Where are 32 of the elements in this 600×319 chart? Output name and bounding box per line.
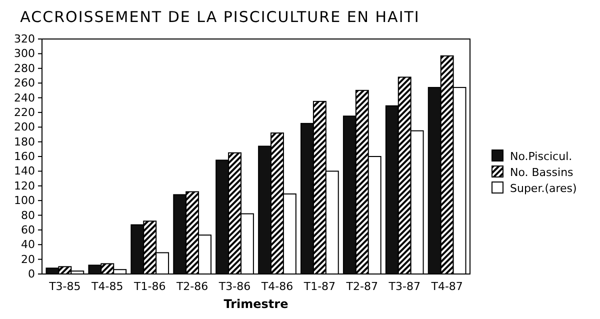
y-tick-label: 280 [14, 62, 35, 75]
x-tick-label: T2-87 [345, 280, 378, 293]
y-tick-label: 300 [14, 47, 35, 60]
y-tick-label: 100 [14, 194, 35, 208]
legend-label: No. Bassins [510, 166, 574, 179]
y-tick-label: 180 [14, 135, 35, 148]
y-tick-label: 160 [14, 150, 35, 164]
y-tick-label: 40 [21, 238, 35, 252]
x-tick-label: T2-86 [175, 280, 208, 293]
y-tick-label: 0 [28, 268, 35, 281]
x-tick-label: T4-87 [430, 280, 463, 293]
y-tick-label: 240 [14, 91, 35, 104]
y-tick-label: 220 [14, 106, 35, 119]
x-axis-title: Trimestre [224, 297, 288, 311]
y-tick-label: 120 [14, 179, 35, 192]
x-tick-label: T4-86 [260, 280, 294, 293]
legend-label: No.Piscicul. [510, 150, 572, 163]
x-tick-label: T1-86 [133, 280, 166, 293]
x-tick-label: T4-85 [90, 280, 124, 293]
legend-label: Super.(ares) [510, 182, 577, 195]
x-tick-label: T3-86 [218, 280, 251, 293]
y-tick-label: 20 [21, 252, 35, 266]
x-tick-label: T1-87 [302, 280, 336, 293]
chart-title: ACCROISSEMENT DE LA PISCICULTURE EN HAITI [20, 8, 420, 26]
y-tick-label: 60 [21, 223, 35, 236]
y-tick-label: 320 [14, 32, 35, 46]
y-tick-label: 80 [21, 208, 35, 222]
x-tick-label: T3-87 [388, 280, 420, 293]
y-tick-label: 140 [14, 164, 35, 178]
y-tick-label: 260 [14, 76, 35, 90]
x-tick-label: T3-85 [48, 280, 81, 293]
y-tick-label: 200 [14, 120, 35, 134]
